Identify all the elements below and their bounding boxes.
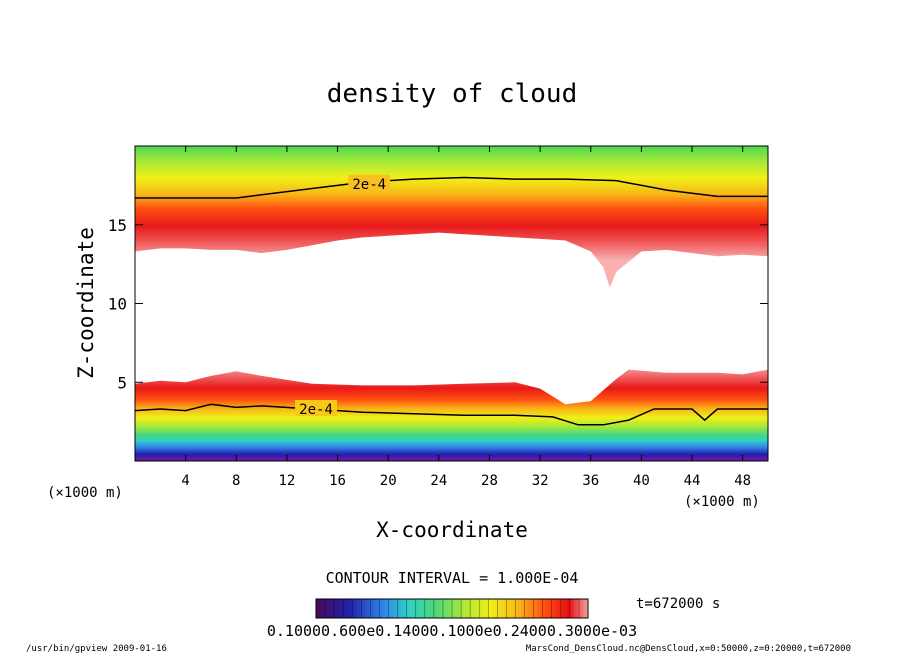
x-tick-label: 44 bbox=[684, 473, 701, 489]
y-axis: 5 10 15 bbox=[108, 216, 768, 392]
contour-labels: 2e-4 2e-4 bbox=[295, 174, 391, 418]
contour-label-bg bbox=[295, 400, 338, 417]
y-tick-label: 5 bbox=[117, 373, 127, 392]
x-unit-label: (×1000 m) bbox=[47, 485, 123, 501]
x-tick-label: 48 bbox=[734, 473, 751, 489]
colorbar-ticks bbox=[324, 599, 580, 618]
x-tick-label: 32 bbox=[532, 473, 549, 489]
y-axis-label: Z-coordinate bbox=[74, 227, 98, 379]
contour-interval-text: CONTOUR INTERVAL = 1.000E-04 bbox=[326, 569, 579, 587]
contour-label: 2e-4 bbox=[299, 402, 333, 418]
y-tick-label: 15 bbox=[108, 216, 127, 235]
contour-label-bg bbox=[348, 174, 391, 191]
time-label: t=672000 s bbox=[636, 596, 720, 612]
x-tick-label: 16 bbox=[329, 473, 346, 489]
y-tick-label: 10 bbox=[108, 295, 127, 314]
contour-label: 2e-4 bbox=[352, 177, 386, 193]
colorbar-tick-labels: 0.10000.600e0.14000.1000e0.24000.3000e-0… bbox=[267, 622, 637, 640]
x-axis: 4 8 12 16 20 24 28 32 36 40 44 48 bbox=[181, 146, 751, 489]
x-tick-label: 40 bbox=[633, 473, 650, 489]
x-axis-label: X-coordinate bbox=[376, 518, 528, 542]
x-tick-label: 36 bbox=[582, 473, 599, 489]
x-tick-label: 4 bbox=[181, 473, 189, 489]
footer-left: /usr/bin/gpview 2009-01-16 bbox=[26, 644, 167, 654]
x-tick-label: 20 bbox=[380, 473, 397, 489]
x-tick-label: 24 bbox=[430, 473, 447, 489]
x-tick-label: 12 bbox=[278, 473, 295, 489]
footer-right: MarsCond_DensCloud.nc@DensCloud,x=0:5000… bbox=[526, 644, 851, 654]
lower-contour-line bbox=[135, 403, 768, 426]
chart-title: density of cloud bbox=[327, 79, 577, 109]
plot-area: 2e-4 2e-4 bbox=[135, 146, 768, 461]
upper-cloud-layer bbox=[135, 146, 768, 288]
x-tick-label: 8 bbox=[232, 473, 240, 489]
upper-contour-line bbox=[135, 176, 768, 199]
x-tick-label: 28 bbox=[481, 473, 498, 489]
y-unit-label: (×1000 m) bbox=[684, 494, 760, 510]
